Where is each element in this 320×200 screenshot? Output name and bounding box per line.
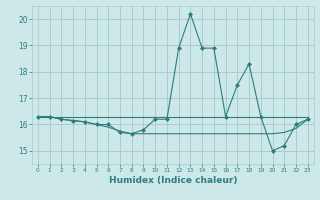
X-axis label: Humidex (Indice chaleur): Humidex (Indice chaleur) bbox=[108, 176, 237, 185]
